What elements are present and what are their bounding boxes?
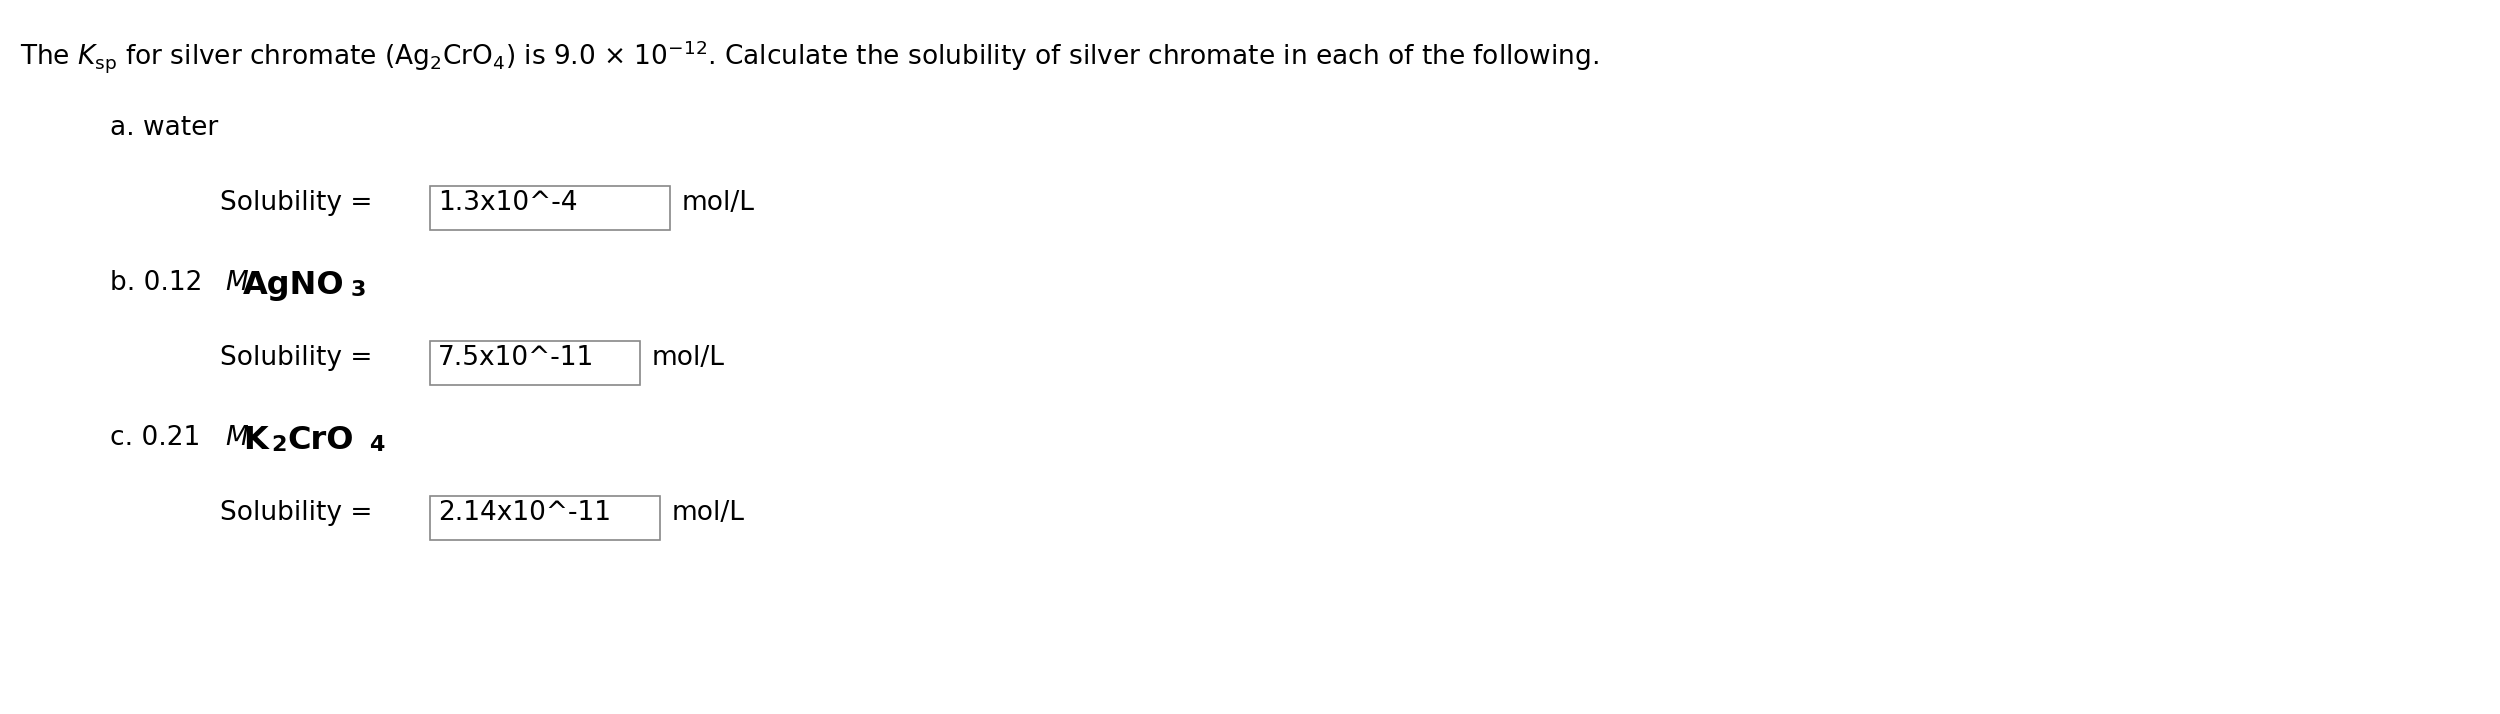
Text: 4: 4 — [370, 435, 385, 455]
FancyBboxPatch shape — [430, 341, 640, 385]
FancyBboxPatch shape — [430, 186, 670, 230]
Text: mol/L: mol/L — [682, 190, 755, 216]
Text: The $K_{\mathrm{sp}}$ for silver chromate (Ag$_2$CrO$_4$) is 9.0 $\times$ 10$^{-: The $K_{\mathrm{sp}}$ for silver chromat… — [20, 38, 1600, 75]
Text: a. water: a. water — [110, 115, 218, 141]
Text: K: K — [242, 425, 268, 456]
Text: 7.5x10^-11: 7.5x10^-11 — [438, 345, 595, 371]
Text: c. 0.21: c. 0.21 — [110, 425, 208, 451]
Text: mol/L: mol/L — [672, 500, 745, 526]
Text: Solubility =: Solubility = — [220, 345, 380, 371]
Text: $M$: $M$ — [225, 425, 250, 451]
Text: $M$: $M$ — [225, 270, 250, 296]
Text: b. 0.12: b. 0.12 — [110, 270, 210, 296]
FancyBboxPatch shape — [430, 496, 660, 540]
Text: CrO: CrO — [288, 425, 352, 456]
Text: Solubility =: Solubility = — [220, 190, 380, 216]
Text: AgNO: AgNO — [242, 270, 345, 301]
Text: Solubility =: Solubility = — [220, 500, 380, 526]
Text: mol/L: mol/L — [652, 345, 725, 371]
Text: 2.14x10^-11: 2.14x10^-11 — [438, 500, 610, 526]
Text: 1.3x10^-4: 1.3x10^-4 — [438, 190, 578, 216]
Text: 3: 3 — [350, 280, 368, 300]
Text: 2: 2 — [270, 435, 288, 455]
